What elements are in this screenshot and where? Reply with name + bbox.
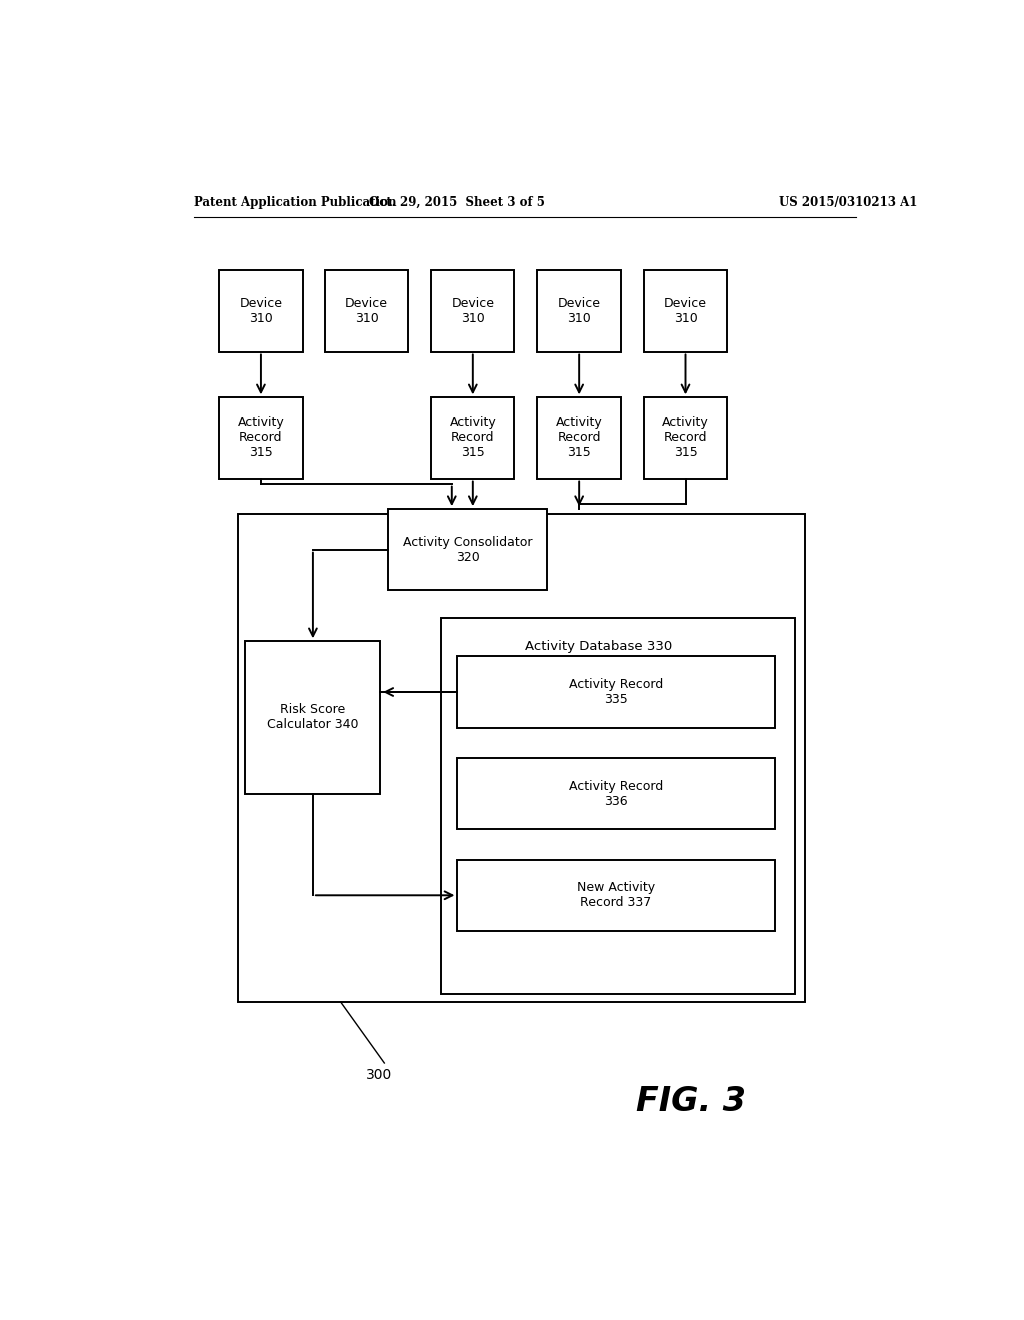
Text: Activity Database 330: Activity Database 330: [524, 640, 672, 653]
Text: Oct. 29, 2015  Sheet 3 of 5: Oct. 29, 2015 Sheet 3 of 5: [370, 195, 546, 209]
Bar: [325, 271, 409, 351]
Text: Activity
Record
315: Activity Record 315: [238, 416, 285, 459]
Bar: [431, 271, 514, 351]
Text: Device
310: Device 310: [240, 297, 283, 325]
Text: Activity
Record
315: Activity Record 315: [450, 416, 497, 459]
Bar: [219, 271, 303, 351]
Text: Device
310: Device 310: [345, 297, 388, 325]
Text: Device
310: Device 310: [452, 297, 495, 325]
Bar: [431, 397, 514, 479]
Text: US 2015/0310213 A1: US 2015/0310213 A1: [778, 195, 918, 209]
Bar: [246, 642, 380, 793]
Bar: [388, 510, 547, 590]
Bar: [458, 656, 775, 727]
Bar: [219, 397, 303, 479]
Text: 300: 300: [367, 1068, 392, 1082]
Text: Activity Record
335: Activity Record 335: [569, 678, 664, 706]
Bar: [538, 397, 621, 479]
Bar: [538, 271, 621, 351]
Text: Device
310: Device 310: [664, 297, 707, 325]
Text: Activity
Record
315: Activity Record 315: [663, 416, 709, 459]
Text: Patent Application Publication: Patent Application Publication: [194, 195, 396, 209]
Text: Activity
Record
315: Activity Record 315: [556, 416, 602, 459]
Bar: [458, 859, 775, 931]
Bar: [441, 618, 795, 994]
Bar: [458, 758, 775, 829]
Text: Device
310: Device 310: [558, 297, 601, 325]
Bar: [644, 271, 727, 351]
Text: New Activity
Record 337: New Activity Record 337: [577, 882, 655, 909]
Text: Activity Record
336: Activity Record 336: [569, 780, 664, 808]
Text: Activity Consolidator
320: Activity Consolidator 320: [402, 536, 532, 564]
Text: FIG. 3: FIG. 3: [637, 1085, 746, 1118]
Bar: [238, 515, 805, 1002]
Text: Risk Score
Calculator 340: Risk Score Calculator 340: [267, 704, 358, 731]
Bar: [644, 397, 727, 479]
